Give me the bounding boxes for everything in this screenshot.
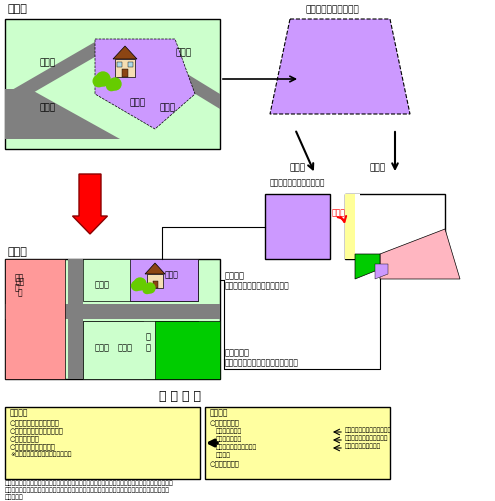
Polygon shape xyxy=(375,265,388,280)
Polygon shape xyxy=(5,40,220,110)
Bar xyxy=(5,260,220,379)
Text: 公共減歩: 公共減歩 xyxy=(225,271,245,280)
Text: 整理後: 整理後 xyxy=(8,246,28,257)
Text: 資 金 構 成: 資 金 構 成 xyxy=(159,389,201,402)
Circle shape xyxy=(96,73,110,87)
Bar xyxy=(5,260,65,379)
Text: Ｃさん: Ｃさん xyxy=(40,103,56,112)
FancyBboxPatch shape xyxy=(5,407,200,479)
Bar xyxy=(83,321,143,379)
Bar xyxy=(128,63,133,68)
Bar xyxy=(83,260,198,302)
Text: ※減価補償地区の場合は減価補償置: ※減価補償地区の場合は減価補償置 xyxy=(10,450,71,456)
Text: 【支出】: 【支出】 xyxy=(10,407,29,416)
Text: 公
園: 公 園 xyxy=(146,332,150,351)
Circle shape xyxy=(143,286,151,294)
Text: 地権者は減歩により都市計画道路や公園等の用地を負担します。一方で、道路特会補助等の公共側の: 地権者は減歩により都市計画道路や公園等の用地を負担します。一方で、道路特会補助等… xyxy=(5,479,174,485)
Text: 整理前: 整理前 xyxy=(8,4,28,14)
Polygon shape xyxy=(5,90,120,140)
Text: Ｂさん: Ｂさん xyxy=(95,280,110,289)
FancyArrow shape xyxy=(72,175,107,234)
Text: （Ａさんの整理後の宅地）: （Ａさんの整理後の宅地） xyxy=(270,178,326,187)
Bar xyxy=(122,70,128,78)
Bar xyxy=(83,321,198,379)
Bar xyxy=(68,260,83,379)
Text: 換　地: 換 地 xyxy=(290,163,306,172)
Text: Ｅさん: Ｅさん xyxy=(175,48,191,57)
Text: Ｄさん: Ｄさん xyxy=(160,103,176,112)
Text: 公共施設の整備費等相当額: 公共施設の整備費等相当額 xyxy=(345,434,389,440)
Text: されます。: されます。 xyxy=(5,493,24,499)
Text: Ａさんの整理前の宅地: Ａさんの整理前の宅地 xyxy=(305,5,359,14)
Text: ○公共側の支出: ○公共側の支出 xyxy=(210,418,240,425)
Text: ○建物等の移転・移設補償費: ○建物等の移転・移設補償費 xyxy=(10,426,64,433)
Circle shape xyxy=(93,76,104,88)
Text: 地: 地 xyxy=(15,283,20,292)
Text: 支出のうち、都市計画道路等の用地費に相当する返金は、宅地の整地等に充てられ、地権者に返元: 支出のうち、都市計画道路等の用地費に相当する返金は、宅地の整地等に充てられ、地権… xyxy=(5,486,170,492)
Text: ・公共施設管理者負担金: ・公共施設管理者負担金 xyxy=(216,443,257,449)
Text: （道路や公園等の用地となる）: （道路や公園等の用地となる） xyxy=(225,281,290,290)
Text: 減　歩: 減 歩 xyxy=(370,163,386,172)
Circle shape xyxy=(109,79,121,91)
Bar xyxy=(5,305,220,319)
Circle shape xyxy=(134,279,146,291)
Bar xyxy=(147,275,163,289)
Polygon shape xyxy=(380,229,460,280)
Polygon shape xyxy=(355,194,360,260)
Text: 整形化: 整形化 xyxy=(332,207,346,216)
Polygon shape xyxy=(145,264,165,275)
Bar xyxy=(345,194,445,260)
Polygon shape xyxy=(355,255,380,280)
Text: 公園等の用地費相当額: 公園等の用地費相当額 xyxy=(345,442,381,448)
Polygon shape xyxy=(345,194,355,260)
Text: ○調査・設計費、事務費: ○調査・設計費、事務費 xyxy=(10,442,56,449)
Text: 保留
地: 保留 地 xyxy=(15,277,25,297)
Circle shape xyxy=(145,284,155,294)
Text: ○道路等の公共施設整備費: ○道路等の公共施設整備費 xyxy=(10,418,60,425)
Text: ・一般会計補助: ・一般会計補助 xyxy=(216,435,242,441)
Bar xyxy=(265,194,330,260)
Bar xyxy=(153,282,158,289)
Polygon shape xyxy=(113,47,137,60)
Text: Ｃさん: Ｃさん xyxy=(95,342,110,351)
Bar xyxy=(130,260,198,302)
Text: 都市計画道路の整備費相当額: 都市計画道路の整備費相当額 xyxy=(345,426,392,432)
Text: ○保留地処分金: ○保留地処分金 xyxy=(210,459,240,466)
Polygon shape xyxy=(270,20,410,115)
Text: ・助成金: ・助成金 xyxy=(216,451,231,457)
Text: ○宅地の整地費: ○宅地の整地費 xyxy=(10,434,40,441)
Circle shape xyxy=(132,282,141,291)
Text: Ｅさん: Ｅさん xyxy=(165,270,179,279)
Bar xyxy=(115,60,135,78)
FancyBboxPatch shape xyxy=(205,407,390,479)
Text: Ａさん: Ａさん xyxy=(130,98,146,107)
Text: Ｂさん: Ｂさん xyxy=(40,58,56,67)
Bar xyxy=(5,20,220,150)
Circle shape xyxy=(106,82,116,91)
Text: 保留地減歩: 保留地減歩 xyxy=(225,347,250,356)
Bar xyxy=(117,63,122,68)
Text: （売却して事業費の一部に充てる）: （売却して事業費の一部に充てる） xyxy=(225,357,299,366)
Text: ・道路特会補助: ・道路特会補助 xyxy=(216,427,242,433)
Text: 保留: 保留 xyxy=(15,273,24,282)
Bar xyxy=(155,321,220,379)
Polygon shape xyxy=(95,40,195,130)
Text: Ｄさん: Ｄさん xyxy=(118,342,133,351)
Text: 【収入】: 【収入】 xyxy=(210,407,229,416)
